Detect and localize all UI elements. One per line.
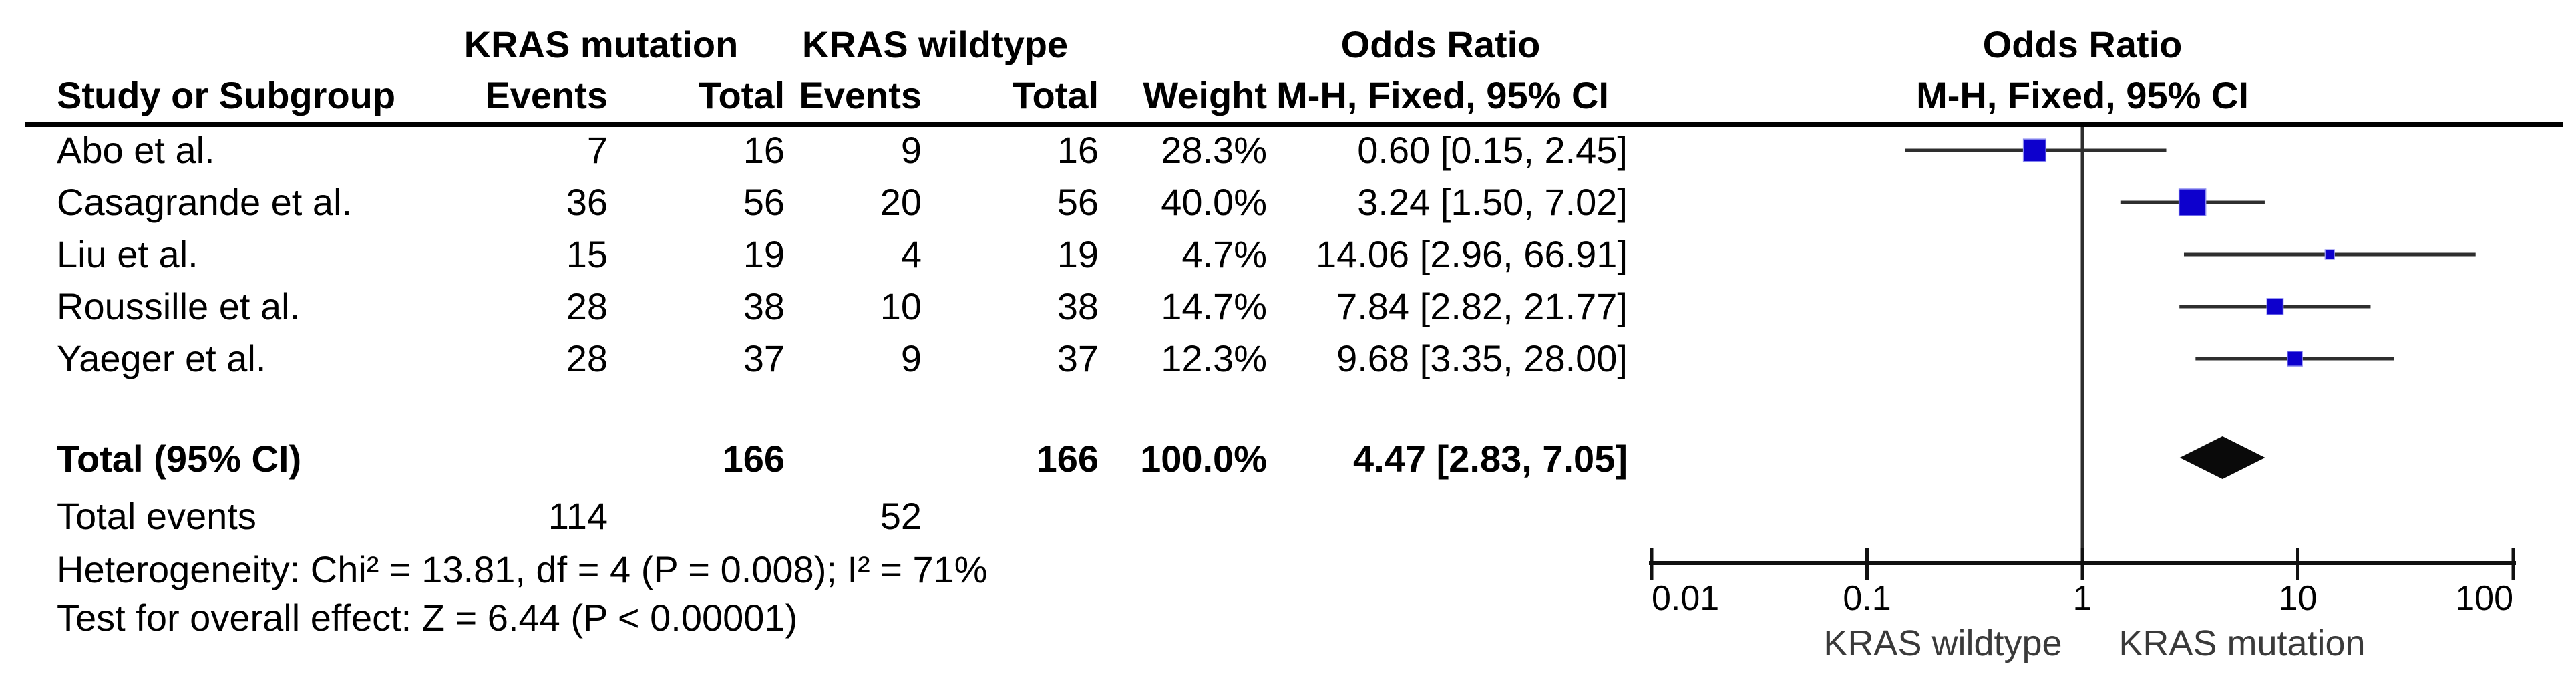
group2-events-header: Events	[799, 74, 922, 116]
x-tick-label: 1	[2073, 579, 2092, 618]
plot-title: Odds Ratio	[1982, 23, 2183, 65]
or-ci-value: 7.84 [2.82, 21.77]	[1336, 285, 1628, 327]
study-name: Liu et al.	[57, 233, 198, 275]
weight-value: 12.3%	[1161, 337, 1267, 379]
group1-total: 56	[743, 181, 785, 223]
group1-events: 28	[566, 337, 608, 379]
group2-events: 9	[900, 337, 922, 379]
group2-events: 20	[880, 181, 922, 223]
study-name: Casagrande et al.	[57, 181, 353, 223]
overall-effect-stats: Test for overall effect: Z = 6.44 (P < 0…	[57, 596, 798, 639]
total-row-group1-total: 166	[722, 438, 785, 480]
group1-total: 16	[743, 129, 785, 171]
or-ci-value: 3.24 [1.50, 7.02]	[1357, 181, 1628, 223]
header-divider	[25, 122, 2563, 127]
study-name: Abo et al.	[57, 129, 215, 171]
total-row-label: Total (95% CI)	[57, 438, 302, 480]
plot-subtitle: M-H, Fixed, 95% CI	[1916, 74, 2249, 116]
heterogeneity-stats: Heterogeneity: Chi² = 13.81, df = 4 (P =…	[57, 548, 988, 590]
group1-events-header: Events	[485, 74, 608, 116]
group1-events: 15	[566, 233, 608, 275]
group2-total: 16	[1057, 129, 1099, 171]
group2-events: 9	[900, 129, 922, 171]
or-method-header: M-H, Fixed, 95% CI	[1276, 74, 1609, 116]
group2-total: 19	[1057, 233, 1099, 275]
group2-total: 38	[1057, 285, 1099, 327]
group1-total: 37	[743, 337, 785, 379]
or-point-square	[2178, 188, 2207, 216]
group1-events: 7	[586, 129, 608, 171]
group2-events: 4	[900, 233, 922, 275]
group1-events: 28	[566, 285, 608, 327]
study-name: Roussille et al.	[57, 285, 301, 327]
total-events-group2: 52	[880, 495, 922, 537]
group1-total-header: Total	[698, 74, 785, 116]
or-ci-value: 14.06 [2.96, 66.91]	[1315, 233, 1628, 275]
or-column-header: Odds Ratio	[1340, 23, 1541, 65]
or-point-square	[2287, 351, 2303, 367]
pooled-effect-diamond	[2179, 436, 2265, 479]
or-point-square	[2266, 298, 2284, 315]
group2-total: 56	[1057, 181, 1099, 223]
or-point-square	[2022, 138, 2047, 162]
x-tick-label: 0.1	[1843, 579, 1891, 618]
study-name: Yaeger et al.	[57, 337, 266, 379]
x-tick-label: 10	[2279, 579, 2318, 618]
total-row-weight: 100.0%	[1140, 438, 1267, 480]
group2-events: 10	[880, 285, 922, 327]
total-events-label: Total events	[57, 495, 256, 537]
weight-value: 14.7%	[1161, 285, 1267, 327]
group2-total: 37	[1057, 337, 1099, 379]
total-row-or-ci: 4.47 [2.83, 7.05]	[1353, 438, 1628, 480]
or-ci-value: 9.68 [3.35, 28.00]	[1336, 337, 1628, 379]
weight-value: 40.0%	[1161, 181, 1267, 223]
group2-header: KRAS wildtype	[801, 23, 1069, 65]
favours-right-label: KRAS mutation	[2119, 623, 2365, 663]
or-ci-value: 0.60 [0.15, 2.45]	[1357, 129, 1628, 171]
total-events-group1: 114	[548, 495, 608, 537]
favours-left-label: KRAS wildtype	[1823, 623, 2062, 663]
group1-total: 38	[743, 285, 785, 327]
x-tick-label: 100	[2455, 579, 2513, 618]
group1-header: KRAS mutation	[464, 23, 739, 65]
weight-value: 28.3%	[1161, 129, 1267, 171]
or-point-square	[2324, 249, 2335, 260]
group1-events: 36	[566, 181, 608, 223]
study-column-header: Study or Subgroup	[57, 74, 396, 116]
weight-column-header: Weight	[1143, 74, 1267, 116]
x-tick-label: 0.01	[1652, 579, 1719, 618]
weight-value: 4.7%	[1181, 233, 1267, 275]
group1-total: 19	[743, 233, 785, 275]
total-row-group2-total: 166	[1036, 438, 1099, 480]
group2-total-header: Total	[1012, 74, 1099, 116]
